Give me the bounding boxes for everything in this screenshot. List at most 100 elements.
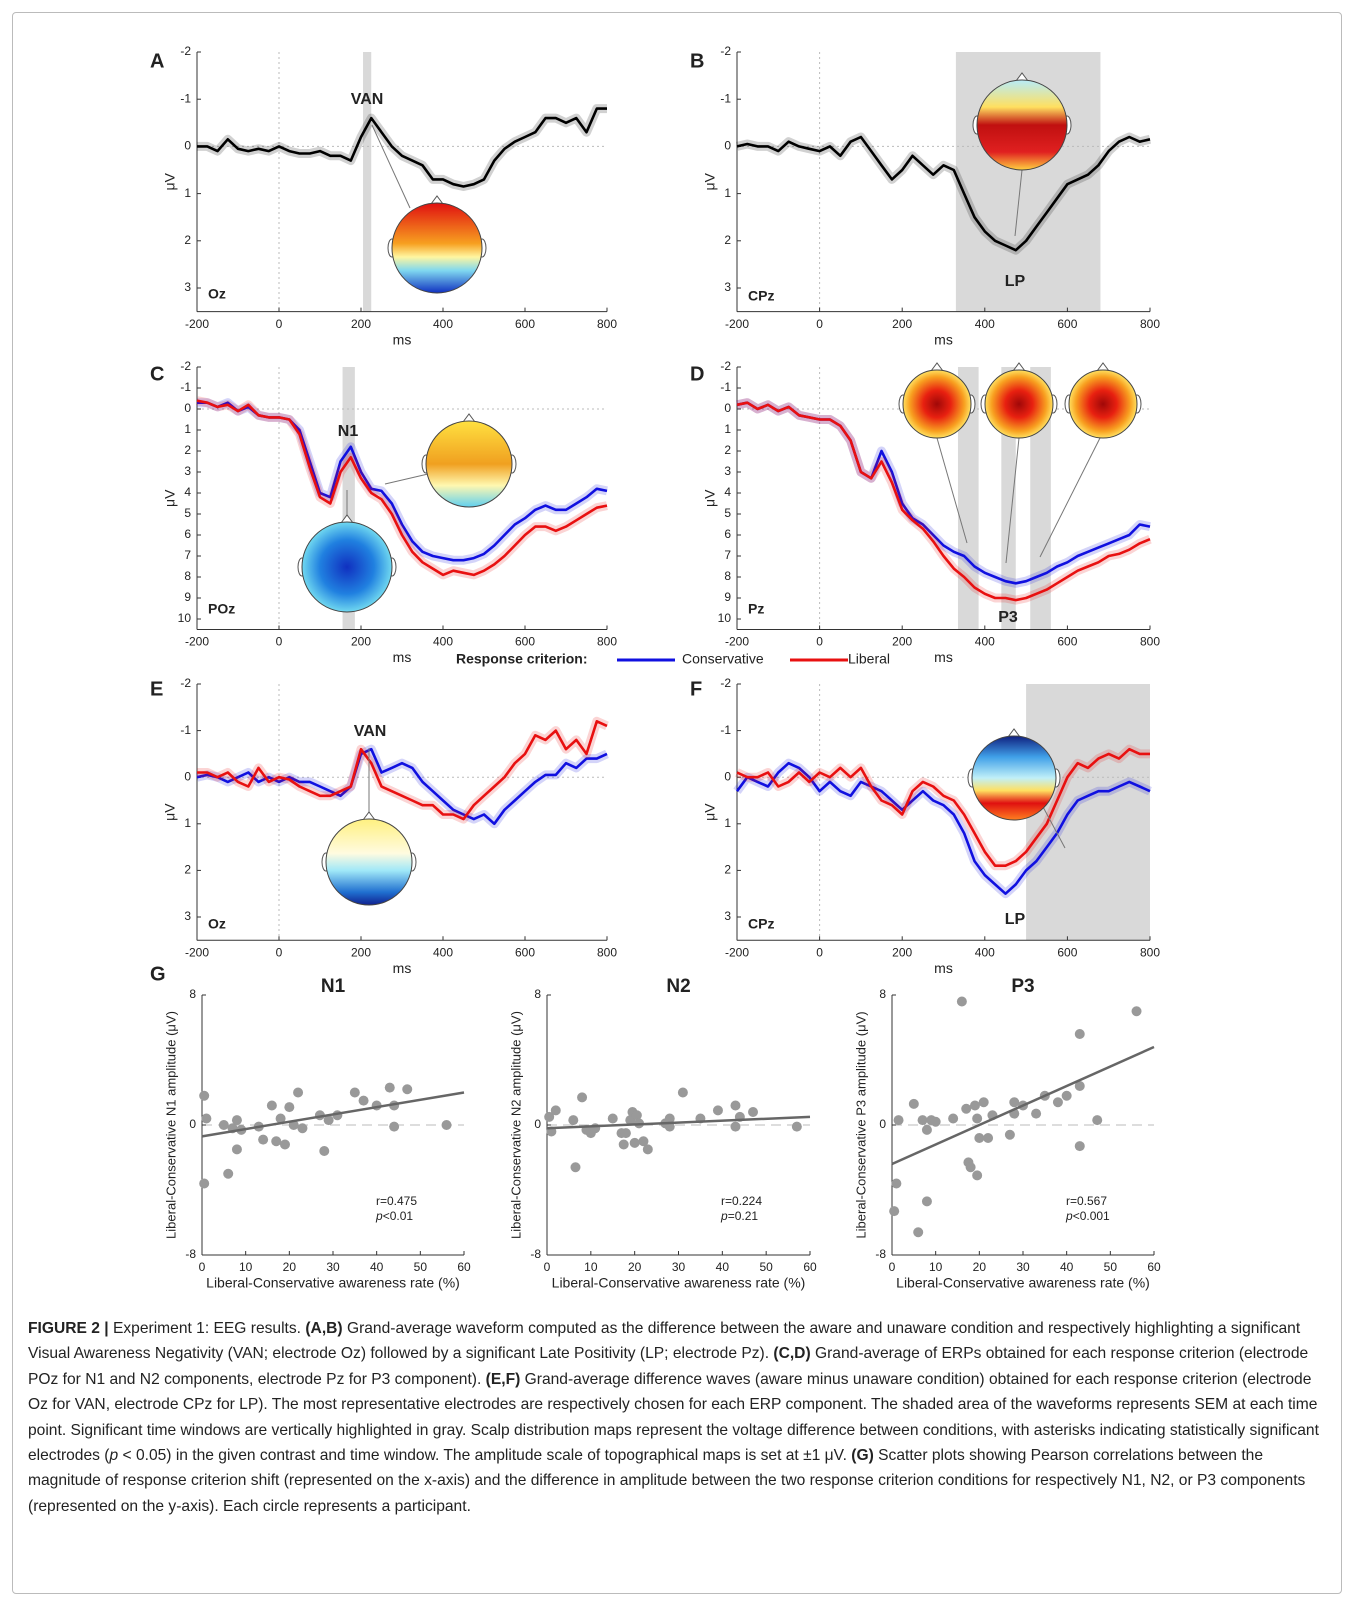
y-tick-label: 1	[724, 816, 731, 830]
x-tick-label: 0	[544, 1260, 551, 1274]
participant-point	[961, 1103, 972, 1114]
y-tick-label: 7	[184, 548, 191, 562]
participant-point	[956, 996, 967, 1007]
stat-r: r=0.475	[376, 1194, 417, 1208]
regression-line	[546, 1115, 811, 1130]
y-tick-label: 6	[184, 527, 191, 541]
participant-point	[570, 1162, 581, 1173]
stat-p: p<0.01	[375, 1209, 413, 1223]
stat-p-value: =0.21	[728, 1209, 759, 1223]
topomap-nose	[1007, 728, 1021, 738]
y-tick-label: 0	[534, 1117, 541, 1131]
waveform	[736, 401, 1151, 602]
chart-title: N2	[666, 976, 690, 997]
y-tick-label: 1	[184, 422, 191, 436]
y-tick-label: 3	[184, 280, 191, 294]
y-tick-label: -2	[180, 676, 191, 690]
participant-point	[1009, 1097, 1020, 1108]
y-tick-label: 10	[178, 611, 192, 625]
participant-point	[349, 1087, 360, 1098]
y-tick-label: 3	[184, 909, 191, 923]
topomap-connector	[1005, 437, 1020, 564]
participant-point	[258, 1134, 269, 1145]
topomap	[325, 818, 413, 906]
y-tick-label: 2	[724, 863, 731, 877]
y-tick-label: -1	[720, 91, 731, 105]
x-tick-label: -200	[185, 317, 209, 331]
y-tick-label: -1	[720, 380, 731, 394]
y-tick-label: -2	[180, 44, 191, 58]
y-tick-label: 5	[184, 506, 191, 520]
participant-point	[972, 1170, 983, 1181]
y-tick-label: 1	[724, 422, 731, 436]
topomap-nose	[1015, 72, 1029, 82]
y-tick-label: 0	[879, 1117, 886, 1131]
y-tick-label: 8	[189, 987, 196, 1001]
waveform	[735, 761, 1151, 895]
electrode-label: POz	[208, 601, 235, 617]
waveform	[736, 747, 1150, 867]
y-tick-label: -1	[720, 723, 731, 737]
x-tick-label: 50	[759, 1260, 773, 1274]
participant-point	[983, 1133, 994, 1143]
regression-line	[891, 1045, 1155, 1166]
y-axis-label: μV	[702, 172, 718, 190]
participant-point	[629, 1137, 640, 1148]
x-tick-label: 0	[276, 635, 283, 649]
participant-point	[930, 1116, 941, 1127]
peak-label: VAN	[351, 91, 384, 108]
participant-point	[199, 1178, 210, 1189]
y-axis-label: Liberal-Conservative N2 amplitude (μV)	[508, 1011, 523, 1239]
x-tick-label: 600	[515, 635, 535, 649]
peak-label: LP	[1005, 273, 1026, 290]
topomap	[425, 420, 513, 508]
participant-point	[402, 1084, 413, 1095]
caption-text: (G)	[851, 1447, 874, 1465]
participant-point	[921, 1124, 932, 1135]
stat-p-value: <0.001	[1073, 1209, 1110, 1223]
participant-point	[631, 1110, 642, 1121]
y-tick-label: 1	[724, 186, 731, 200]
y-tick-label: 0	[724, 769, 731, 783]
x-tick-label: 600	[1057, 945, 1077, 959]
topomap-connector	[1039, 437, 1101, 558]
y-axis-label: μV	[162, 803, 178, 821]
x-tick-label: 600	[515, 945, 535, 959]
peak-label: LP	[1005, 911, 1026, 928]
x-axis-label: ms	[934, 960, 953, 976]
participant-point	[1074, 1141, 1085, 1152]
x-tick-label: 40	[370, 1260, 384, 1274]
figure-frame	[12, 12, 1342, 1594]
topomap-nose	[930, 362, 944, 372]
legend-label: Liberal	[848, 651, 890, 667]
x-axis-label: ms	[934, 331, 953, 347]
x-tick-label: 50	[1104, 1260, 1118, 1274]
topomap-nose	[1096, 362, 1110, 372]
caption-text: p	[109, 1447, 119, 1465]
y-tick-label: 5	[724, 506, 731, 520]
significant-window	[1026, 684, 1150, 941]
y-tick-label: -2	[720, 44, 731, 58]
waveform	[736, 135, 1151, 252]
x-tick-label: 50	[414, 1260, 428, 1274]
x-tick-label: 60	[1147, 1260, 1161, 1274]
stat-p-symbol: p	[1065, 1209, 1073, 1223]
participant-point	[284, 1102, 295, 1113]
x-tick-label: 800	[597, 945, 617, 959]
y-axis-label: μV	[702, 489, 718, 507]
y-tick-label: -2	[720, 676, 731, 690]
caption-text: Grand-average difference waves (aware mi…	[28, 1370, 1319, 1465]
x-tick-label: 30	[326, 1260, 340, 1274]
participant-point	[891, 1178, 902, 1189]
x-tick-label: -200	[185, 635, 209, 649]
y-axis-label: μV	[162, 172, 178, 190]
y-tick-label: 1	[184, 816, 191, 830]
panel-letter: F	[690, 678, 702, 700]
participant-point	[948, 1113, 959, 1124]
participant-point	[607, 1113, 618, 1124]
y-tick-label: -2	[720, 359, 731, 373]
figure-caption: FIGURE 2 | Experiment 1: EEG results. (A…	[28, 1316, 1328, 1519]
topomap	[902, 369, 972, 439]
participant-point	[218, 1120, 229, 1130]
